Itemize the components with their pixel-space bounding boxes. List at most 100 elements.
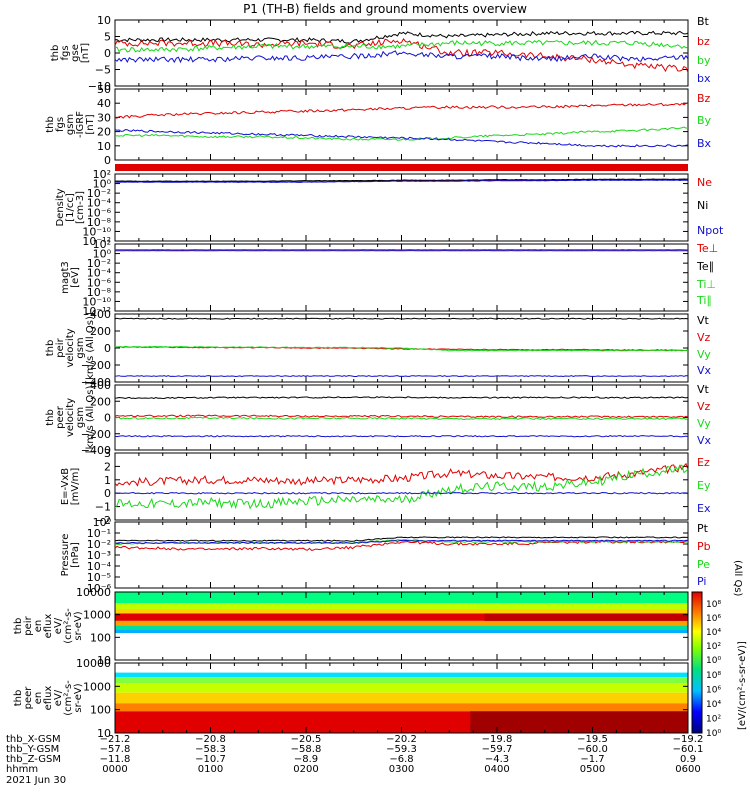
y-axis-label-line: [nT]: [85, 114, 96, 134]
y-axis-label: E=-VxB[mV/m]: [60, 468, 81, 506]
legend-label: Te∥: [696, 260, 714, 273]
panel-density: 10²10⁰10⁻²10⁻⁴10⁻⁶10⁻⁸10⁻¹⁰10⁻¹²Density[…: [55, 168, 724, 248]
date-label: 2021 Jun 30: [6, 775, 66, 786]
legend-label: Npot: [697, 224, 724, 237]
legend-label: Ne: [697, 176, 712, 189]
spectrogram-band: [115, 609, 688, 613]
orbit-value: 0300: [389, 764, 414, 775]
y-tick-label: 10000: [76, 657, 111, 670]
colorbar-tick-label: 10⁸: [706, 600, 721, 610]
colorbar-tick-label: 10⁴: [706, 700, 721, 710]
orbit-value: 0100: [198, 764, 223, 775]
legend-label: Te⊥: [696, 242, 718, 255]
legend-label: Pt: [697, 522, 709, 535]
spectrogram-band: [115, 673, 688, 677]
colorbar-tick-label: 10⁰: [706, 729, 721, 739]
legend-label: Bz: [697, 92, 711, 105]
y-tick-label: 1000: [83, 609, 111, 622]
legend-label: Vx: [697, 434, 712, 447]
y-tick-label: −5: [95, 64, 111, 77]
legend-label: Ti⊥: [696, 278, 716, 291]
spectrogram-band: [115, 625, 688, 629]
orbit-value: 0500: [580, 764, 605, 775]
legend-label: Vy: [697, 417, 711, 430]
panel-frame: [115, 174, 688, 241]
legend-label: by: [697, 54, 711, 67]
colorbar-tick-label: 10⁶: [706, 614, 721, 624]
plot-title: P1 (TH-B) fields and ground moments over…: [243, 2, 527, 16]
y-tick-label: 40: [97, 97, 111, 110]
y-tick-label: 2: [104, 460, 111, 473]
y-axis-label-line: [eV]: [70, 267, 81, 288]
legend-label: bz: [697, 35, 710, 48]
y-tick-label: −1: [95, 501, 111, 514]
series-line-Vt: [115, 397, 688, 399]
series-line-Bz: [115, 103, 688, 118]
legend-label: Ti∥: [696, 294, 712, 307]
legend-label: Vx: [697, 364, 712, 377]
legend-label: Ni: [697, 199, 708, 212]
legend-label: Vt: [697, 314, 710, 327]
legend-label: Pi: [697, 575, 706, 588]
y-tick-label: 30: [97, 111, 111, 124]
spectrogram-band: [115, 693, 688, 704]
y-tick-label: 0: [104, 487, 111, 500]
series-line-Vt: [115, 318, 688, 319]
y-tick-label: 10: [97, 140, 111, 153]
spectrogram-band: [470, 711, 688, 733]
series-line-Vx: [115, 436, 688, 437]
y-axis-label-line: sr-eV): [73, 611, 84, 640]
y-tick-label: 1: [104, 474, 111, 487]
y-tick-label: 0: [104, 154, 111, 167]
series-line-Vz: [115, 347, 688, 351]
colorbar-tick-label: 10²: [706, 642, 721, 652]
panel-frame: [115, 244, 688, 311]
panel-frame: [115, 522, 688, 588]
y-tick-label: 0: [104, 412, 111, 425]
panel-pressure: 10⁰10⁻¹10⁻²10⁻³10⁻⁴10⁻⁵10⁻⁶Pressure[nPa]…: [60, 516, 743, 597]
panel-frame: [115, 453, 688, 520]
series-line-bx: [115, 51, 688, 62]
orbit-value: 0000: [102, 764, 127, 775]
y-tick-label: 50: [97, 83, 111, 96]
spectrogram-band: [115, 621, 688, 625]
orbit-row-label: hhmm: [6, 764, 38, 775]
y-tick-label: 100: [90, 704, 111, 717]
y-axis-label: Density[1/cc][cm-3]: [55, 188, 86, 226]
spectrogram-band: [115, 677, 688, 683]
series-line-Ex: [115, 493, 688, 494]
series-line-Ey: [115, 465, 688, 508]
colorbar-tick-label: 10⁶: [706, 686, 721, 696]
legend-label: Ey: [697, 479, 711, 492]
spectrogram-peir_spec: [115, 592, 688, 633]
y-tick-label: 0: [104, 342, 111, 355]
series-line-Pb: [115, 541, 688, 551]
spectrogram-band: [485, 613, 688, 620]
legend-label: Vy: [697, 348, 711, 361]
colorbar-tick-label: 10⁸: [706, 671, 721, 681]
colorbar: 10⁸10⁸10⁶10⁶10⁴10⁴10²10²10⁰10⁰[eV/(cm²-s…: [692, 592, 748, 739]
legend-label: Bt: [697, 15, 710, 28]
spectrogram-band: [115, 630, 688, 633]
legend-label: Pe: [697, 558, 710, 571]
colorbar-tick-label: 10²: [706, 715, 721, 725]
y-tick-label: 1000: [83, 680, 111, 693]
spectrogram-band: [115, 603, 688, 609]
y-tick-label: 100: [90, 631, 111, 644]
y-axis-label: magt3[eV]: [60, 261, 81, 294]
y-axis-label-line: [mV/m]: [70, 468, 81, 506]
legend-label: Vt: [697, 383, 710, 396]
series-line-By: [115, 127, 688, 140]
y-axis-label-line: [km/s (All Qs)]: [85, 382, 96, 454]
y-axis-label-line: [nPa]: [70, 542, 81, 568]
